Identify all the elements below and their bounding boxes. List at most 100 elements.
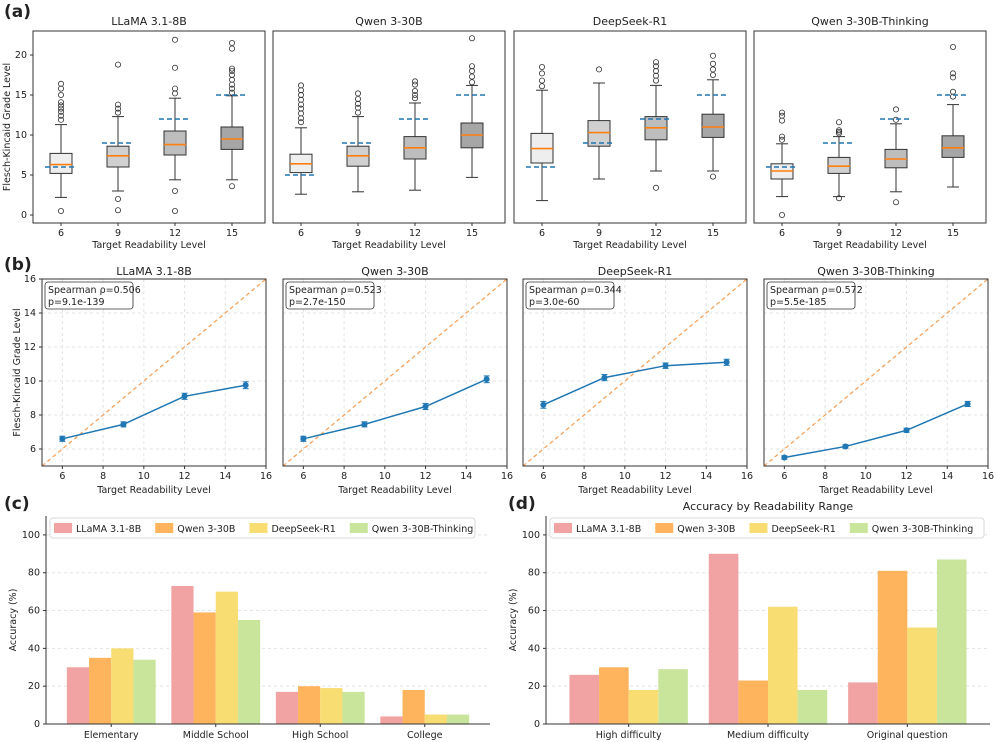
x-category-label: Middle School — [183, 730, 249, 741]
box-outlier — [893, 116, 900, 123]
box-outlier — [228, 72, 235, 79]
box-outlier — [171, 36, 178, 43]
box-outlier — [779, 117, 786, 124]
x-tick-label: 9 — [836, 228, 842, 239]
box-outlier — [228, 81, 235, 88]
box-iqr — [701, 113, 725, 138]
box-outlier — [653, 184, 660, 191]
x-tick-label: 10 — [138, 471, 150, 482]
x-tick-label: 12 — [900, 471, 912, 482]
data-point — [723, 359, 730, 366]
legend-swatch — [749, 523, 768, 533]
x-tick-label: 6 — [300, 471, 306, 482]
x-tick-label: 14 — [219, 471, 231, 482]
bar — [66, 667, 90, 724]
legend-label: Qwen 3-30B-Thinking — [372, 524, 473, 535]
box-outlier — [779, 109, 786, 116]
y-tick-label: 14 — [24, 308, 36, 319]
series-line — [543, 361, 727, 406]
box-axes-frame — [513, 30, 747, 224]
line-subplot-title: Qwen 3-30B-Thinking — [817, 265, 934, 278]
x-tick-label: 12 — [890, 228, 902, 239]
box-outlier — [354, 109, 361, 116]
box-outlier — [354, 96, 361, 103]
box-iqr — [49, 152, 73, 174]
box-outlier — [297, 87, 304, 94]
pvalue-text: p=2.7e-150 — [289, 297, 346, 308]
stat-box — [44, 281, 134, 310]
y-tick-label: 60 — [28, 606, 40, 617]
data-point — [300, 435, 307, 442]
bar — [380, 716, 403, 724]
box-outlier — [468, 35, 475, 42]
box-outlier — [779, 211, 786, 218]
legend-swatch — [155, 523, 174, 533]
x-tick-label: 8 — [100, 471, 106, 482]
x-tick-label: 6 — [540, 471, 546, 482]
y-tick-label: 0 — [21, 210, 27, 221]
box-outlier — [228, 85, 235, 92]
box-outlier — [468, 79, 475, 86]
x-tick-label: 9 — [355, 228, 361, 239]
bar — [193, 612, 216, 724]
box-outlier — [539, 64, 546, 71]
bar — [215, 591, 238, 724]
x-axis-label: Target Readability Level — [577, 485, 692, 496]
box-outlier — [653, 63, 660, 70]
data-point — [120, 421, 127, 428]
box-outlier — [468, 73, 475, 80]
box-outlier — [710, 72, 717, 79]
y-tick-label: 12 — [24, 342, 36, 353]
panel-letter-d: (d) — [508, 494, 536, 514]
box-outlier — [836, 130, 843, 137]
box-iqr — [941, 135, 965, 158]
data-point — [422, 403, 429, 410]
box-outlier — [653, 77, 660, 84]
legend-swatch — [849, 523, 868, 533]
panel-letter-a: (a) — [4, 2, 31, 22]
x-tick-label: 12 — [419, 471, 431, 482]
box-outlier — [58, 105, 65, 112]
legend-label: LLaMA 3.1-8B — [76, 524, 141, 535]
x-tick-label: 8 — [341, 471, 347, 482]
x-category-label: High difficulty — [596, 730, 662, 741]
panel-letter-c: (c) — [4, 494, 30, 514]
data-point — [903, 427, 910, 434]
x-tick-label: 12 — [169, 228, 181, 239]
box-outlier — [836, 195, 843, 202]
box-outlier — [228, 65, 235, 72]
box-outlier — [710, 66, 717, 73]
box-outlier — [468, 63, 475, 70]
box-outlier — [115, 101, 122, 108]
box-outlier — [710, 60, 717, 67]
box-subplot-title: Qwen 3-30B-Thinking — [811, 15, 928, 28]
x-tick-label: 6 — [298, 228, 304, 239]
x-tick-label: 6 — [781, 471, 787, 482]
spearman-text: Spearman ρ=0.572 — [770, 285, 863, 296]
bar — [342, 691, 365, 724]
box-outlier — [893, 199, 900, 206]
x-tick-label: 8 — [581, 471, 587, 482]
line-axes-frame — [41, 278, 267, 467]
box-outlier — [228, 45, 235, 52]
bar — [424, 714, 447, 724]
box-outlier — [950, 70, 957, 77]
bar — [320, 688, 343, 724]
bar — [768, 606, 798, 724]
legend-label: DeepSeek-R1 — [271, 524, 335, 535]
legend-swatch — [655, 523, 674, 533]
x-tick-label: 16 — [982, 471, 994, 482]
panel-letter-b: (b) — [4, 255, 32, 275]
box-outlier — [354, 90, 361, 97]
x-tick-label: 6 — [59, 471, 65, 482]
x-tick-label: 16 — [501, 471, 513, 482]
bar — [797, 689, 828, 724]
x-tick-label: 16 — [741, 471, 753, 482]
data-point — [662, 362, 669, 369]
legend-label: DeepSeek-R1 — [771, 524, 835, 535]
x-axis-label: Target Readability Level — [337, 485, 452, 496]
box-outlier — [950, 93, 957, 100]
box-outlier — [171, 207, 178, 214]
box-outlier — [950, 44, 957, 51]
